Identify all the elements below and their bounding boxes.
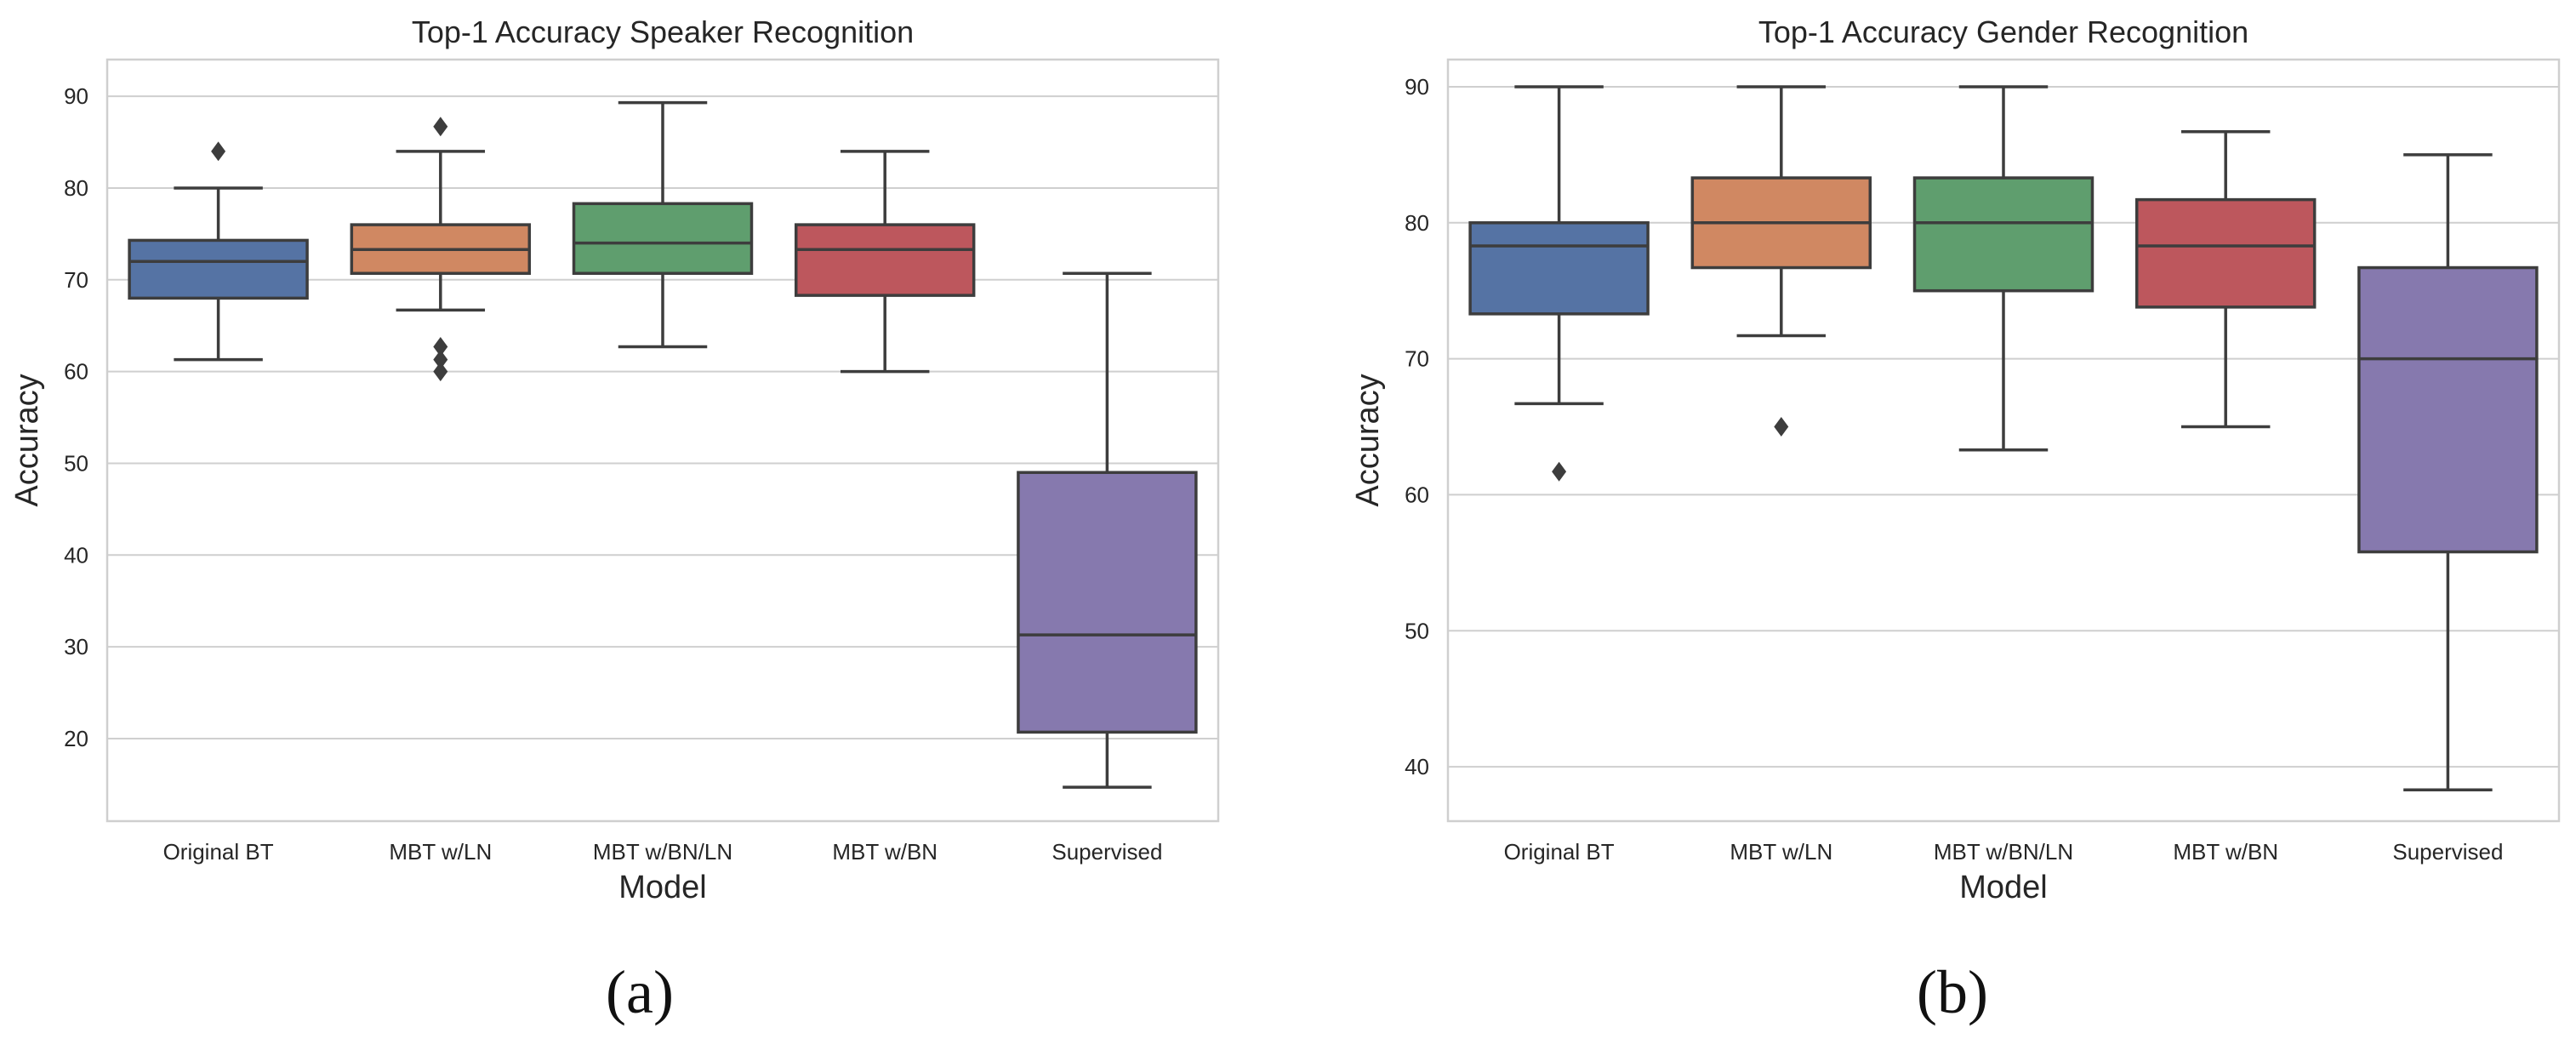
box-outlier: [1774, 417, 1789, 437]
box-4: [1017, 271, 1198, 789]
panel-label-a: (a): [606, 958, 674, 1026]
box-body: [2357, 265, 2539, 554]
box-outlier: [1552, 461, 1567, 482]
x-tick-label: MBT w/BN/LN: [593, 839, 732, 865]
box-body: [1912, 176, 2094, 293]
y-tick-label: 90: [1405, 74, 1429, 100]
box-0: [1468, 85, 1650, 482]
plot-frame: [1446, 58, 2561, 823]
box-1: [350, 117, 532, 382]
box-3: [2134, 129, 2317, 429]
x-tick-label: Supervised: [2392, 839, 2503, 865]
y-axis-label: Accuracy: [1350, 374, 1386, 506]
y-tick-label: 50: [1405, 618, 1429, 643]
box-outlier: [211, 141, 226, 162]
box-body: [1468, 221, 1650, 316]
box-1: [1690, 85, 1872, 437]
box-outlier: [433, 350, 448, 370]
plot-frame: [105, 58, 1220, 823]
panel-gender-recognition: 40 50 60 70 80 90 Original BT MBT w/LN MBT w/BN/…: [1350, 14, 2561, 905]
x-tick-label: MBT w/LN: [1730, 839, 1832, 865]
y-axis-label: Accuracy: [9, 374, 45, 506]
box-outlier: [433, 117, 448, 137]
chart-title: Top-1 Accuracy Gender Recognition: [1758, 14, 2248, 49]
panel-label-b: (b): [1917, 958, 1988, 1026]
panel-speaker-recognition: 20 30 40 50 60 70 80 90 Original BT MBT w/LN MBT w…: [9, 14, 1220, 905]
x-tick-label: MBT w/BN/LN: [1934, 839, 2073, 865]
y-tick-label: 30: [64, 634, 88, 659]
x-axis-label: Model: [1959, 870, 2048, 905]
box-body: [128, 238, 309, 300]
x-tick-label: MBT w/LN: [389, 839, 492, 865]
box-3: [794, 150, 976, 374]
y-tick-label: 80: [1405, 210, 1429, 236]
y-tick-label: 60: [64, 359, 88, 385]
x-tick-label: MBT w/BN: [832, 839, 938, 865]
box-outlier: [433, 362, 448, 382]
y-tick-label: 40: [1405, 754, 1429, 779]
y-tick-label: 80: [64, 175, 88, 201]
y-tick-label: 70: [64, 267, 88, 293]
chart-title: Top-1 Accuracy Speaker Recognition: [412, 14, 914, 49]
x-tick-label: Supervised: [1051, 839, 1162, 865]
y-tick-label: 20: [64, 726, 88, 751]
box-body: [2134, 197, 2317, 309]
x-tick-label: Original BT: [163, 839, 274, 865]
x-axis-label: Model: [618, 870, 707, 905]
box-4: [2357, 153, 2539, 791]
box-body: [1017, 471, 1198, 734]
y-tick-label: 50: [64, 450, 88, 476]
box-body: [794, 223, 976, 297]
x-tick-label: MBT w/BN: [2173, 839, 2278, 865]
y-tick-label: 40: [64, 542, 88, 568]
box-2: [572, 100, 754, 349]
y-tick-label: 70: [1405, 346, 1429, 372]
box-body: [572, 202, 754, 275]
box-0: [128, 141, 309, 362]
x-tick-label: Original BT: [1504, 839, 1615, 865]
y-tick-label: 90: [64, 83, 88, 109]
y-tick-label: 60: [1405, 482, 1429, 507]
box-2: [1912, 85, 2094, 452]
box-outlier: [433, 337, 448, 357]
